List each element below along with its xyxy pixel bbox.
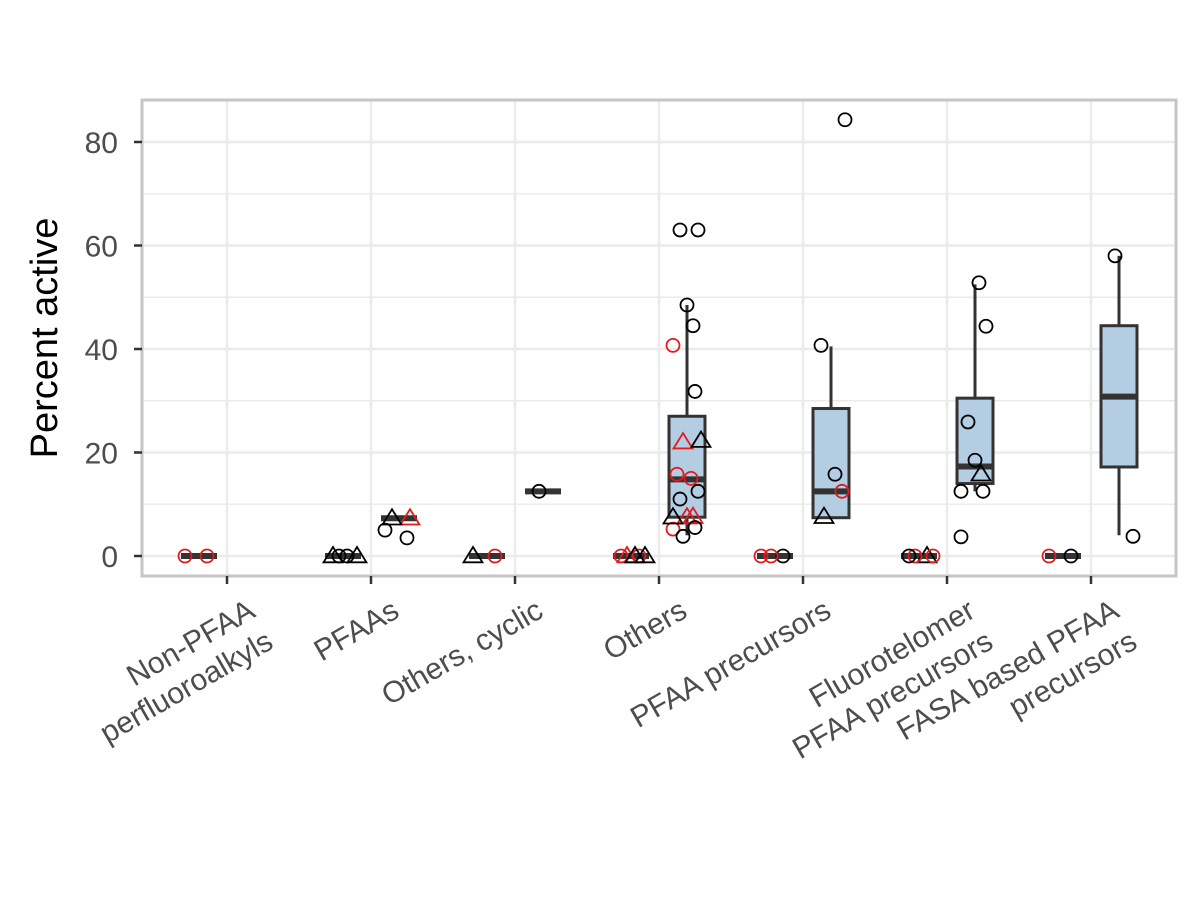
y-axis-title: Percent active <box>24 218 66 459</box>
data-point-circle <box>953 483 969 499</box>
data-point-circle <box>907 548 923 564</box>
data-point-circle <box>683 470 699 486</box>
data-point-circle <box>971 275 987 291</box>
x-tick-label: PFAAs <box>309 593 405 667</box>
box-body <box>811 407 851 520</box>
x-tick-label: Others, cyclic <box>376 593 548 712</box>
data-point-triangle <box>380 507 404 526</box>
data-point-circle <box>339 548 355 564</box>
y-tick-label: 60 <box>85 231 118 264</box>
box-body <box>955 396 995 486</box>
points-layer <box>177 112 1141 564</box>
data-point-triangle <box>461 545 485 564</box>
data-point-circle <box>690 222 706 238</box>
grid-layer <box>142 100 1176 576</box>
data-point-circle <box>1041 548 1057 564</box>
data-point-circle <box>1125 528 1141 544</box>
data-point-circle <box>669 466 685 482</box>
y-tick-label: 40 <box>85 334 118 367</box>
x-tick-label: Others <box>598 593 692 667</box>
data-point-circle <box>690 483 706 499</box>
data-point-circle <box>975 483 991 499</box>
data-point-circle <box>613 548 629 564</box>
data-point-circle <box>1107 248 1123 264</box>
data-point-circle <box>827 466 843 482</box>
y-tick-label: 20 <box>85 438 118 471</box>
data-point-circle <box>672 491 688 507</box>
data-point-circle <box>967 452 983 468</box>
data-point-circle <box>763 548 779 564</box>
data-point-triangle <box>671 431 695 450</box>
data-point-circle <box>813 337 829 353</box>
y-tick-label: 80 <box>85 127 118 160</box>
data-point-triangle <box>345 545 369 564</box>
data-point-circle <box>960 414 976 430</box>
data-point-circle <box>775 548 791 564</box>
data-point-circle <box>487 548 503 564</box>
data-point-circle <box>925 548 941 564</box>
data-point-circle <box>753 548 769 564</box>
data-point-triangle <box>681 505 705 524</box>
data-point-circle <box>978 318 994 334</box>
x-tick-label-line: Others <box>598 593 692 667</box>
data-point-circle <box>399 530 415 546</box>
x-tick-label: Non-PFAAperfluoroalkyls <box>76 593 278 749</box>
data-point-triangle <box>969 463 993 482</box>
data-point-triangle <box>661 506 685 525</box>
y-tick-label: 0 <box>101 541 118 574</box>
data-point-triangle <box>623 545 647 564</box>
data-point-circle <box>687 520 703 535</box>
data-point-circle <box>953 529 969 545</box>
data-point-circle <box>837 112 853 128</box>
x-tick-label-line: Others, cyclic <box>376 593 548 712</box>
data-point-circle <box>675 528 691 544</box>
data-point-circle <box>685 318 701 334</box>
data-point-triangle <box>321 545 345 564</box>
data-point-circle <box>665 337 681 353</box>
data-point-circle <box>1063 548 1079 564</box>
data-point-circle <box>679 297 695 313</box>
data-point-triangle <box>398 507 422 526</box>
data-point-triangle <box>689 429 713 448</box>
data-point-circle <box>834 483 850 499</box>
data-point-circle <box>672 222 688 238</box>
data-point-triangle <box>812 505 836 524</box>
data-point-circle <box>531 483 547 499</box>
data-point-circle <box>901 548 917 564</box>
x-tick-label-line: PFAAs <box>309 593 405 667</box>
data-point-circle <box>199 548 215 564</box>
data-point-circle <box>177 548 193 564</box>
data-point-circle <box>687 384 703 399</box>
